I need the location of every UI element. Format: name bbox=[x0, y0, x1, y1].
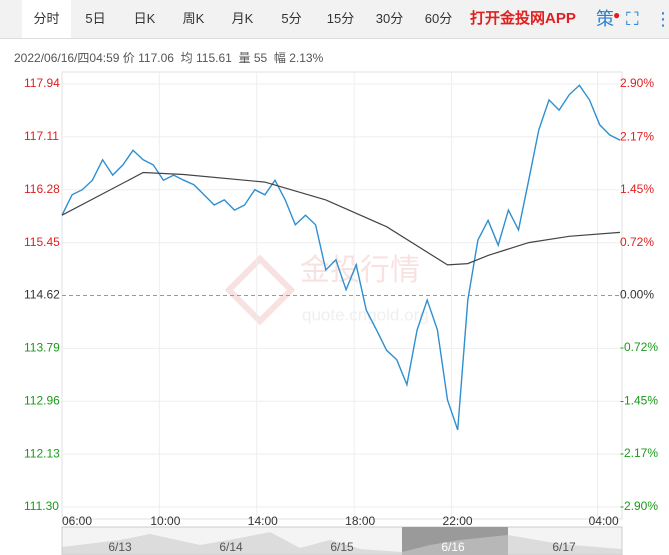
y-tick-label: 116.28 bbox=[24, 182, 60, 196]
label: 幅 bbox=[273, 51, 286, 65]
label: 均 bbox=[180, 51, 193, 65]
datetime: 2022/06/16/四04:59 bbox=[14, 51, 120, 65]
navigator-date: 6/15 bbox=[330, 540, 354, 554]
watermark-logo bbox=[224, 254, 296, 326]
info-line: 2022/06/16/四04:59 价 117.06 均 115.61 量 55… bbox=[14, 49, 323, 66]
fullscreen-icon[interactable]: ⛶ bbox=[626, 9, 639, 29]
app-link[interactable]: 打开金投网APP bbox=[470, 10, 576, 27]
y2-tick-label: 1.45% bbox=[620, 182, 654, 196]
tab[interactable]: 分时 bbox=[22, 0, 71, 38]
value: 117.06 bbox=[138, 51, 174, 65]
y-tick-label: 112.96 bbox=[24, 393, 60, 407]
tab[interactable]: 周K bbox=[182, 11, 205, 26]
navigator-area bbox=[62, 532, 622, 555]
y-tick-label: 115.45 bbox=[24, 235, 60, 249]
strategy-icon[interactable]: 策 ● ⛶ ⋮ bbox=[596, 0, 669, 38]
watermark-site: quote.cngold.org bbox=[302, 305, 429, 324]
navigator-date: 6/13 bbox=[108, 540, 132, 554]
y-tick-label: 113.79 bbox=[24, 341, 60, 355]
strategy-label[interactable]: 策 bbox=[596, 9, 614, 29]
y-tick-label: 114.62 bbox=[24, 288, 60, 302]
tab[interactable]: 15分 bbox=[326, 11, 355, 26]
y2-tick-label: 0.72% bbox=[620, 235, 654, 249]
y-tick-label: 117.11 bbox=[24, 129, 59, 143]
y2-tick-label: 2.17% bbox=[620, 129, 654, 143]
y2-tick-label: -2.17% bbox=[620, 446, 658, 460]
series-line bbox=[61, 84, 621, 431]
more-icon[interactable]: ⋮ bbox=[654, 9, 669, 29]
x-tick-label: 04:00 bbox=[589, 514, 619, 528]
y2-tick-label: -2.90% bbox=[620, 499, 658, 513]
label: 价 bbox=[122, 51, 135, 65]
navigator-date: 6/14 bbox=[219, 540, 243, 554]
y-tick-label: 111.30 bbox=[24, 499, 59, 513]
x-tick-label: 06:00 bbox=[62, 514, 92, 528]
tab[interactable]: 月K bbox=[231, 11, 254, 26]
tab[interactable]: 5分 bbox=[281, 11, 302, 26]
watermark: 金投行情 quote.cngold.org bbox=[224, 254, 429, 326]
y2-tick-label: -0.72% bbox=[620, 340, 658, 354]
y2-tick-label: 2.90% bbox=[620, 76, 654, 90]
x-tick-label: 18:00 bbox=[345, 514, 375, 528]
tab[interactable]: 30分 bbox=[375, 11, 404, 26]
tab[interactable]: 5日 bbox=[85, 11, 106, 26]
y-tick-label: 112.13 bbox=[24, 446, 60, 460]
tab[interactable]: 日K bbox=[133, 11, 156, 26]
tab[interactable]: 60分 bbox=[424, 11, 453, 26]
x-tick-label: 22:00 bbox=[443, 514, 473, 528]
y2-tick-label: 0.00% bbox=[620, 288, 654, 302]
value: 115.61 bbox=[195, 51, 232, 65]
y-tick-label: 117.94 bbox=[24, 76, 60, 90]
navigator-date: 6/17 bbox=[552, 540, 576, 554]
label: 量 bbox=[238, 51, 251, 65]
x-tick-label: 10:00 bbox=[150, 514, 180, 528]
x-tick-label: 14:00 bbox=[248, 514, 278, 528]
navigator-date: 6/16 bbox=[441, 540, 465, 554]
y2-tick-label: -1.45% bbox=[620, 393, 658, 407]
dot: ● bbox=[613, 8, 621, 22]
value: 2.13% bbox=[289, 51, 324, 65]
series-line bbox=[61, 171, 621, 266]
tab-bar: 分时 5日 日K 周K 月K 5分 15分 30分 60分 bbox=[0, 0, 669, 39]
value: 55 bbox=[253, 51, 268, 65]
